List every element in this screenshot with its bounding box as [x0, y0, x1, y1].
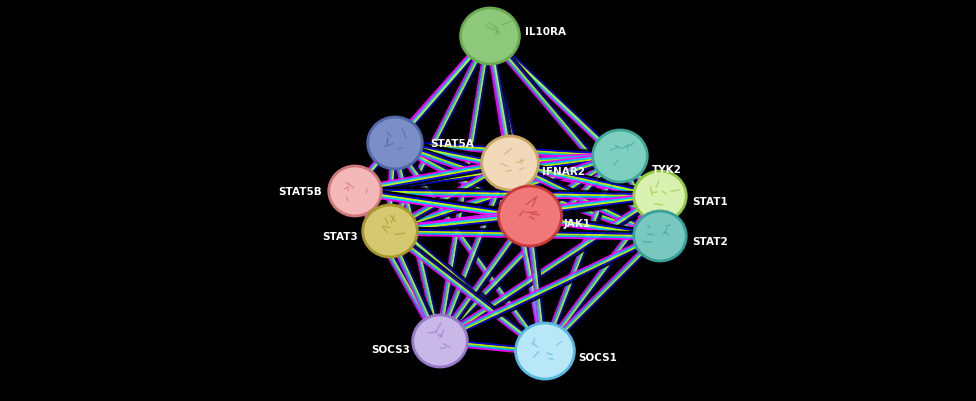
Ellipse shape	[515, 323, 575, 379]
Ellipse shape	[592, 131, 647, 182]
Text: STAT1: STAT1	[692, 196, 728, 207]
Ellipse shape	[413, 315, 468, 367]
Ellipse shape	[461, 9, 519, 65]
Text: TYK2: TYK2	[652, 164, 682, 174]
Ellipse shape	[481, 137, 539, 190]
Text: STAT5B: STAT5B	[278, 186, 322, 196]
Text: STAT5A: STAT5A	[430, 139, 473, 149]
Text: JAK1: JAK1	[564, 219, 591, 229]
Text: STAT3: STAT3	[322, 231, 358, 241]
Text: SOCS1: SOCS1	[578, 352, 617, 362]
Text: STAT2: STAT2	[692, 237, 728, 246]
Text: IL10RA: IL10RA	[525, 27, 566, 37]
Ellipse shape	[499, 186, 561, 246]
Ellipse shape	[329, 166, 382, 217]
Ellipse shape	[633, 211, 686, 261]
Ellipse shape	[363, 205, 418, 257]
Text: IFNAR2: IFNAR2	[542, 166, 585, 176]
Ellipse shape	[633, 172, 686, 221]
Text: SOCS3: SOCS3	[371, 344, 410, 354]
Ellipse shape	[368, 118, 423, 170]
